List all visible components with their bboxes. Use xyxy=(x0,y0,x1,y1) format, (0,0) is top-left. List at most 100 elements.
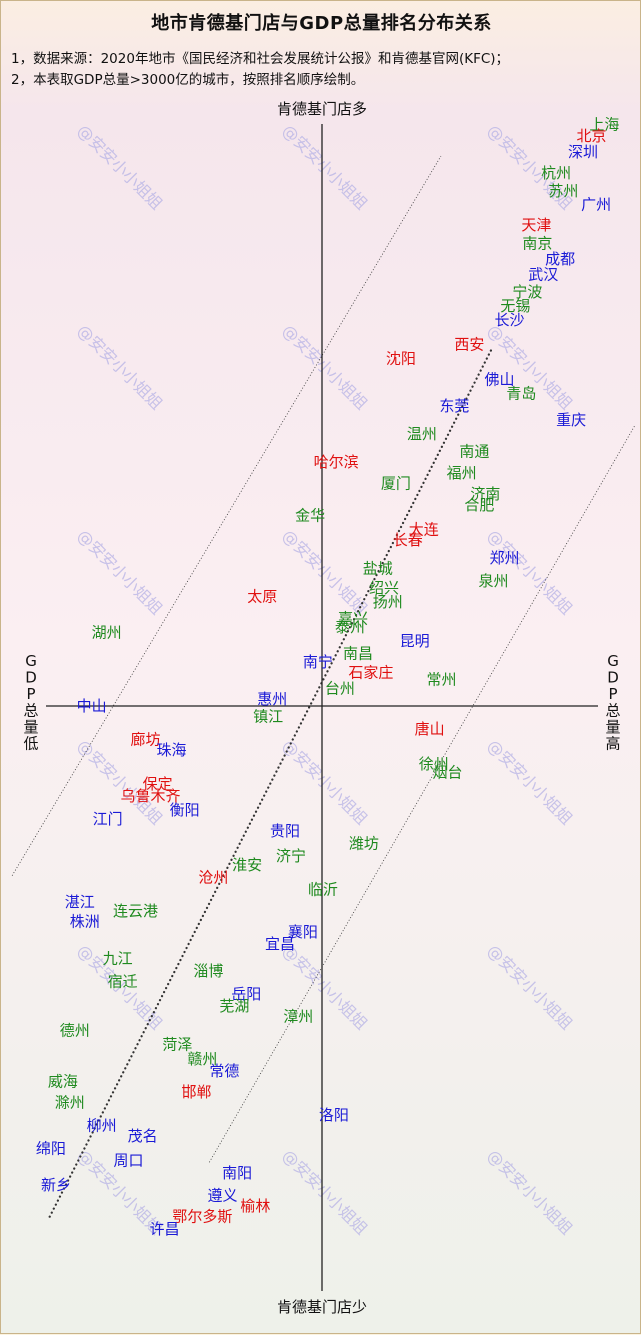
city-label: 南京 xyxy=(522,234,552,252)
city-label: 宜昌 xyxy=(265,935,295,953)
city-label: 绵阳 xyxy=(36,1139,66,1157)
city-label: 嘉兴 xyxy=(338,609,368,627)
city-label: 杭州 xyxy=(541,164,571,182)
city-label: 长沙 xyxy=(494,311,524,329)
band-line xyxy=(11,155,442,876)
city-label: 德州 xyxy=(60,1022,90,1040)
city-label: 北京 xyxy=(576,127,606,145)
city-label: 苏州 xyxy=(548,182,578,200)
axis-label-char: 高 xyxy=(605,735,620,753)
city-label: 成都 xyxy=(545,250,575,268)
city-label: 镇江 xyxy=(253,708,283,726)
city-label: 衡阳 xyxy=(170,801,200,819)
city-label: 岳阳 xyxy=(231,985,261,1003)
axis-label-char: 低 xyxy=(23,735,38,753)
axis-label-char: 总 xyxy=(605,702,620,720)
city-label: 邯郸 xyxy=(181,1083,211,1101)
band-line xyxy=(208,424,636,1163)
city-label: 漳州 xyxy=(283,1008,313,1026)
city-label: 南阳 xyxy=(222,1164,252,1182)
city-label: 株洲 xyxy=(70,912,100,930)
city-label: 九江 xyxy=(103,950,133,968)
city-label: 重庆 xyxy=(556,411,586,429)
city-label: 新乡 xyxy=(41,1176,71,1194)
city-points: 上海北京深圳杭州苏州广州天津南京成都武汉宁波无锡长沙西安沈阳佛山青岛东莞重庆温州… xyxy=(36,116,619,1238)
city-label: 合肥 xyxy=(464,496,494,514)
city-label: 淮安 xyxy=(232,856,262,874)
city-label: 榆林 xyxy=(240,1197,270,1215)
city-label: 湖州 xyxy=(92,623,122,641)
city-label: 哈尔滨 xyxy=(314,453,359,471)
city-label: 西安 xyxy=(454,335,484,353)
watermark-text: @安安小小姐姐 xyxy=(279,1146,372,1239)
axis-label-bottom: 肯德基门店少 xyxy=(277,1298,367,1316)
city-label: 赣州 xyxy=(187,1050,217,1068)
watermark-text: @安安小小姐姐 xyxy=(484,1146,577,1239)
city-label: 保定 xyxy=(143,775,173,793)
city-label: 茂名 xyxy=(128,1127,158,1145)
city-label: 太原 xyxy=(247,588,277,606)
chart-title: 地市肯德基门店与GDP总量排名分布关系 xyxy=(151,13,492,34)
note-source: 1，数据来源：2020年地市《国民经济和社会发展统计公报》和肯德基官网(KFC)… xyxy=(11,51,510,67)
city-label: 南宁 xyxy=(303,653,333,671)
axis-label-char: G xyxy=(607,652,619,670)
axis-label-top: 肯德基门店多 xyxy=(277,100,367,118)
watermark-text: @安安小小姐姐 xyxy=(279,321,372,414)
city-label: 广州 xyxy=(581,196,611,214)
city-label: 沈阳 xyxy=(386,350,416,368)
city-label: 菏泽 xyxy=(162,1036,192,1054)
city-label: 徐州 xyxy=(419,755,449,773)
axes: 肯德基门店多 肯德基门店少 xyxy=(46,100,598,1316)
axis-label-char: 总 xyxy=(23,702,38,720)
city-label: 烟台 xyxy=(433,764,463,782)
city-label: 襄阳 xyxy=(288,923,318,941)
city-label: 鄂尔多斯 xyxy=(172,1208,232,1226)
axis-label-char: P xyxy=(26,685,35,703)
city-label: 湛江 xyxy=(65,893,95,911)
city-label: 扬州 xyxy=(373,593,403,611)
city-label: 遵义 xyxy=(207,1187,237,1205)
watermark-text: @安安小小姐姐 xyxy=(279,526,372,619)
city-label: 东莞 xyxy=(439,397,469,415)
city-label: 佛山 xyxy=(484,371,514,389)
city-label: 淄博 xyxy=(193,962,223,980)
city-label: 常德 xyxy=(209,1062,239,1080)
city-label: 唐山 xyxy=(415,720,445,738)
city-label: 廊坊 xyxy=(130,730,160,748)
city-label: 长春 xyxy=(393,531,423,549)
city-label: 台州 xyxy=(325,679,355,697)
city-label: 南通 xyxy=(459,443,489,461)
axis-label-char: P xyxy=(608,685,617,703)
city-label: 郑州 xyxy=(489,549,519,567)
watermark-text: @安安小小姐姐 xyxy=(484,941,577,1034)
city-label: 温州 xyxy=(407,425,437,443)
note-scope: 2，本表取GDP总量>3000亿的城市，按照排名顺序绘制。 xyxy=(11,72,365,88)
city-label: 绍兴 xyxy=(369,579,399,597)
city-label: 常州 xyxy=(427,671,457,689)
city-label: 昆明 xyxy=(400,632,430,650)
watermark-text: @安安小小姐姐 xyxy=(279,736,372,829)
city-label: 青岛 xyxy=(506,385,536,403)
city-label: 石家庄 xyxy=(348,664,393,682)
city-label: 泰州 xyxy=(335,618,365,636)
axis-label-char: 量 xyxy=(23,718,38,736)
city-label: 洛阳 xyxy=(319,1106,349,1124)
watermark-text: @安安小小姐姐 xyxy=(74,121,167,214)
city-label: 江门 xyxy=(93,810,123,828)
watermark-text: @安安小小姐姐 xyxy=(74,526,167,619)
city-label: 无锡 xyxy=(500,297,530,315)
city-label: 芜湖 xyxy=(219,997,249,1015)
city-label: 盐城 xyxy=(363,560,393,578)
city-label: 滁州 xyxy=(55,1094,85,1112)
city-label: 许昌 xyxy=(150,1220,180,1238)
watermark-text: @安安小小姐姐 xyxy=(74,321,167,414)
city-label: 珠海 xyxy=(156,741,186,759)
city-label: 临沂 xyxy=(308,881,338,899)
city-label: 福州 xyxy=(447,464,477,482)
city-label: 南昌 xyxy=(343,644,373,662)
city-label: 威海 xyxy=(48,1073,78,1091)
